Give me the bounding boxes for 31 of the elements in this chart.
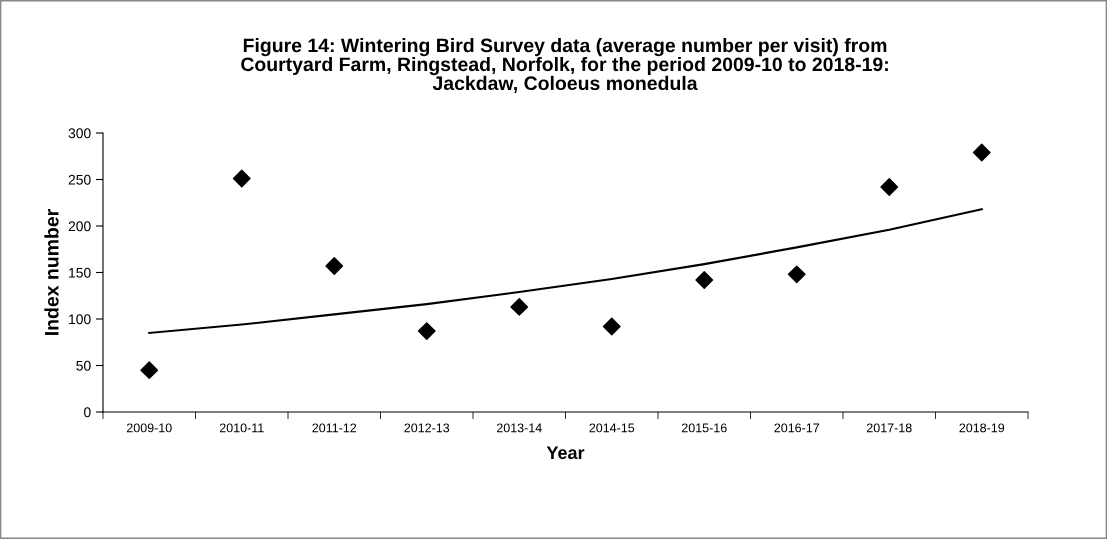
- point: [510, 297, 529, 316]
- point: [325, 257, 344, 275]
- point: [140, 361, 159, 380]
- y-axis-title: Index number: [44, 209, 59, 335]
- x-tick-label: 2016-17: [774, 423, 820, 433]
- point: [787, 265, 806, 284]
- point: [232, 169, 251, 188]
- x-tick-label: 2012-13: [404, 423, 450, 433]
- point: [972, 143, 991, 162]
- y-tick-label: 250: [68, 174, 91, 185]
- x-axis-title: Year: [546, 446, 585, 460]
- point: [880, 178, 899, 196]
- x-tick-label: 2011-12: [312, 423, 357, 433]
- x-tick-label: 2018-19: [959, 423, 1005, 433]
- x-tick-label: 2015-16: [681, 423, 727, 433]
- x-tick-label: 2014-15: [589, 423, 635, 433]
- x-tick-label: 2013-14: [496, 423, 542, 433]
- y-tick-label: 300: [68, 128, 91, 139]
- line-series: [148, 208, 983, 334]
- y-tick-label: 50: [76, 360, 91, 371]
- y-tick-label: 200: [68, 221, 91, 232]
- point: [602, 317, 621, 336]
- y-tick-label: 100: [69, 314, 91, 325]
- y-tick-label: 150: [69, 267, 91, 278]
- x-tick-label: 2009-10: [126, 423, 172, 433]
- x-tick-label: 2010-11: [219, 423, 264, 433]
- point: [695, 271, 714, 289]
- point: [417, 322, 436, 341]
- x-tick-label: 2017-18: [866, 423, 912, 433]
- chart-title: Figure 14: Wintering Bird Survey data (average number per visit) from Courtyard Farm, Ringstead, Norfolk, for the period 2009-10 to 2018-19: Jackdaw, Coloeus monedula: [241, 38, 888, 93]
- y-tick-label: 0: [84, 407, 91, 418]
